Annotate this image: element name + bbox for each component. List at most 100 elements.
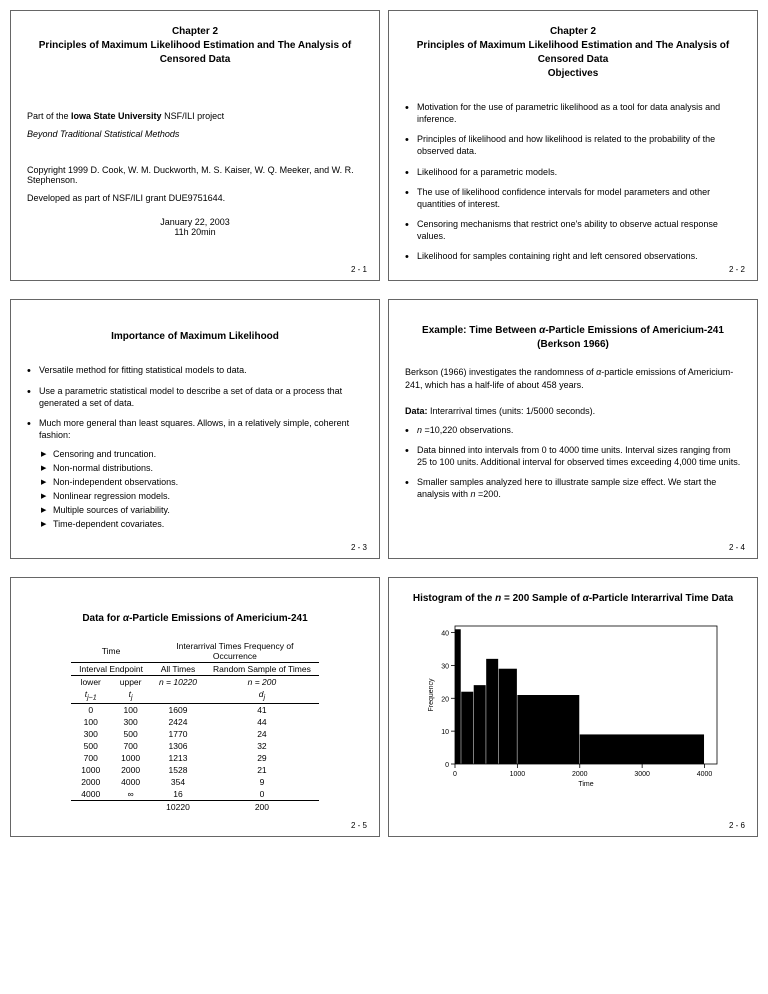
svg-text:40: 40 [441,631,449,638]
table-cell: 21 [205,764,319,776]
slide1-title: Chapter 2 Principles of Maximum Likeliho… [27,25,363,67]
pagenum-6: 2 - 6 [729,821,745,830]
table-cell: 354 [151,776,205,788]
svg-text:Time: Time [578,781,593,788]
table-cell: 500 [71,740,110,752]
svg-text:3000: 3000 [634,771,650,778]
hdr-n2: n = 200 [205,676,319,689]
data-text: Interarrival times (units: 1/5000 second… [428,406,596,416]
data-label: Data: [405,406,428,416]
obj-item: Likelihood for a parametric models. [405,166,741,178]
s4-b3c: =200. [476,489,501,499]
hdr-freq: Interarrival Times Frequency of Occurren… [151,640,319,663]
pagenum-2: 2 - 2 [729,265,745,274]
table-cell: 2000 [71,776,110,788]
table-cell: 16 [151,788,205,801]
obj-item: Principles of likelihood and how likelih… [405,133,741,157]
partof-prefix: Part of the [27,111,71,121]
tj: tj [110,688,151,703]
table-cell: 1306 [151,740,205,752]
slide-5: Data for α-Particle Emissions of Americi… [10,577,380,837]
t4a: Example: Time Between [422,325,539,336]
svg-text:0: 0 [453,771,457,778]
table-cell: 300 [110,716,151,728]
sub-item: Non-normal distributions. [41,463,363,473]
table-row: lower upper n = 10220 n = 200 [71,676,319,689]
hdr-ie: Interval Endpoint [71,663,151,676]
svg-text:4000: 4000 [697,771,713,778]
t5a: Data for [82,613,123,624]
slide-1: Chapter 2 Principles of Maximum Likeliho… [10,10,380,281]
svg-text:0: 0 [445,762,449,769]
slide3-title: Importance of Maximum Likelihood [27,330,363,344]
pagenum-5: 2 - 5 [351,821,367,830]
table-cell: 500 [110,728,151,740]
intro4a: Berkson (1966) investigates the randomne… [405,367,596,377]
sub-item: Censoring and truncation. [41,449,363,459]
table-cell: 2424 [151,716,205,728]
partof-bold: Iowa State University [71,111,162,121]
title-text: Principles of Maximum Likelihood Estimat… [27,39,363,67]
table-cell: 100 [110,704,151,717]
svg-text:20: 20 [441,697,449,704]
imp-item: Use a parametric statistical model to de… [27,385,363,409]
table-row: 10002000152821 [71,764,319,776]
obj-item: Likelihood for samples containing right … [405,250,741,262]
date-block: January 22, 2003 11h 20min [27,217,363,237]
table-cell: 0 [205,788,319,801]
table-row-totals: 10220 200 [71,801,319,814]
t4b: -Particle Emissions of Americium-241 (Be… [537,325,724,350]
svg-text:2000: 2000 [572,771,588,778]
slide6-title: Histogram of the n = 200 Sample of α-Par… [405,592,741,606]
table-cell: 300 [71,728,110,740]
imp-item: Much more general than least squares. Al… [27,417,363,441]
total-sample: 200 [205,801,319,814]
pagenum-1: 2 - 1 [351,265,367,274]
table-row: Interval Endpoint All Times Random Sampl… [71,663,319,676]
slide-3: Importance of Maximum Likelihood Versati… [10,299,380,559]
pagenum-3: 2 - 3 [351,543,367,552]
table-cell: 1213 [151,752,205,764]
table-row: 100300242444 [71,716,319,728]
hdr-all: All Times [151,663,205,676]
s4-item: Smaller samples analyzed here to illustr… [405,476,741,500]
table-cell: 1000 [71,764,110,776]
partof-line: Part of the Iowa State University NSF/IL… [27,111,363,121]
subtitle-2: Objectives [405,67,741,81]
slide4-title: Example: Time Between α-Particle Emissio… [405,324,741,352]
table-row: 500700130632 [71,740,319,752]
chapter-label: Chapter 2 [27,25,363,39]
obj-item: Censoring mechanisms that restrict one's… [405,218,741,242]
table-row: 200040003549 [71,776,319,788]
table-cell: 100 [71,716,110,728]
sub-item: Multiple sources of variability. [41,505,363,515]
hdr-lower: lower [71,676,110,689]
tj1: tj−1 [71,688,110,703]
table-cell: 4000 [71,788,110,801]
t5b: -Particle Emissions of Americium-241 [129,613,308,624]
table-cell: 1770 [151,728,205,740]
grant-text: Developed as part of NSF/ILI grant DUE97… [27,193,363,203]
table-row: tj−1 tj dj [71,688,319,703]
sub-item: Time-dependent covariates. [41,519,363,529]
svg-text:30: 30 [441,664,449,671]
table-cell: 24 [205,728,319,740]
table-row: 7001000121329 [71,752,319,764]
slide2-title: Chapter 2 Principles of Maximum Likeliho… [405,25,741,81]
t6c: -Particle Interarrival Time Data [589,593,733,604]
obj-item: Motivation for the use of parametric lik… [405,101,741,125]
table-cell: 32 [205,740,319,752]
table-cell: 1528 [151,764,205,776]
hdr-upper: upper [110,676,151,689]
slide-4: Example: Time Between α-Particle Emissio… [388,299,758,559]
svg-text:Frequency: Frequency [428,678,435,712]
slide-2: Chapter 2 Principles of Maximum Likeliho… [388,10,758,281]
intro-4: Berkson (1966) investigates the randomne… [405,366,741,391]
slide-6: Histogram of the n = 200 Sample of α-Par… [388,577,758,837]
table-cell: ∞ [110,788,151,801]
svg-text:1000: 1000 [510,771,526,778]
table-row: 4000∞160 [71,788,319,801]
slide-grid: Chapter 2 Principles of Maximum Likeliho… [10,10,758,837]
time-text: 11h 20min [27,227,363,237]
obj-item: The use of likelihood confidence interva… [405,186,741,210]
